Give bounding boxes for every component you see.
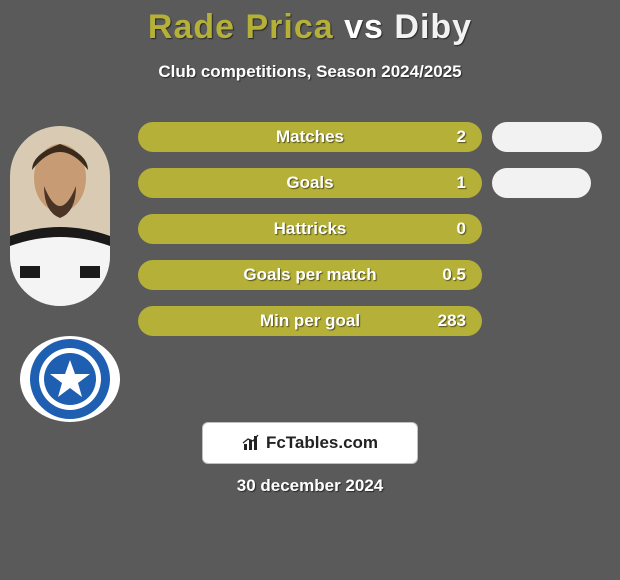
brand-pill[interactable]: FcTables.com (202, 422, 418, 464)
bar-row: Min per goal283 (138, 306, 610, 336)
bar-value-left: 1 (138, 168, 482, 198)
comparison-bars: Matches2 Goals1 Hattricks0 Goals per match0… (138, 122, 610, 352)
page-title: Rade Prica vs Diby (0, 8, 620, 47)
title-player1: Rade Prica (148, 8, 334, 46)
player1-avatar (10, 126, 110, 306)
bar-row: Hattricks0 (138, 214, 610, 244)
bar-value-left: 2 (138, 122, 482, 152)
club-badge-icon (20, 336, 120, 422)
bar-right-pill (492, 168, 591, 198)
bar-row: Goals1 (138, 168, 610, 198)
bar-value-left: 283 (138, 306, 482, 336)
player2-club-badge (20, 336, 120, 422)
bar-value-left: 0 (138, 214, 482, 244)
brand-text: FcTables.com (266, 433, 378, 453)
root-container: Rade Prica vs Diby Club competitions, Se… (0, 0, 620, 580)
title-vs: vs (344, 8, 384, 46)
bar-right-pill (492, 122, 602, 152)
bar-value-left: 0.5 (138, 260, 482, 290)
bar-row: Goals per match0.5 (138, 260, 610, 290)
bar-row: Matches2 (138, 122, 610, 152)
footer-date: 30 december 2024 (0, 476, 620, 496)
chart-icon (242, 434, 260, 452)
avatar-placeholder-icon (10, 126, 110, 306)
subtitle: Club competitions, Season 2024/2025 (0, 62, 620, 82)
title-player2: Diby (394, 8, 472, 46)
